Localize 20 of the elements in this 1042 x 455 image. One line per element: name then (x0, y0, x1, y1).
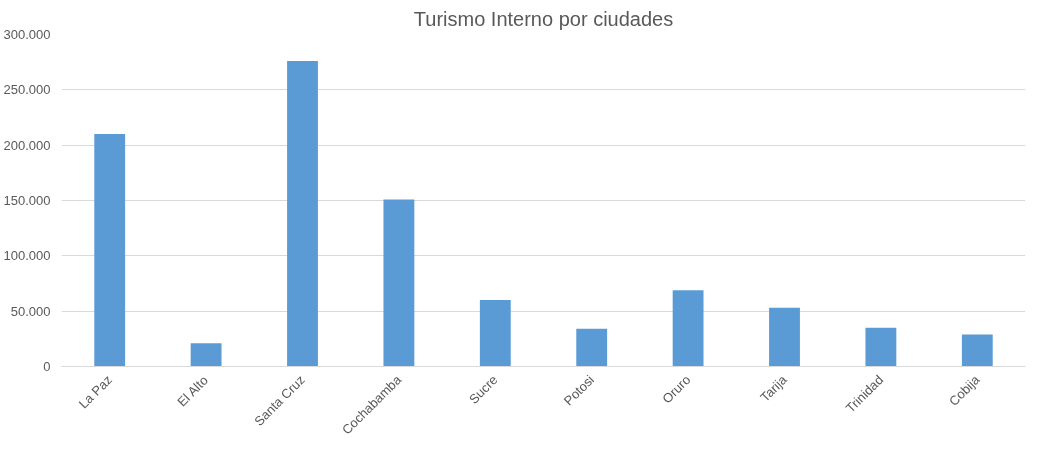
x-tick-label: La Paz (75, 372, 116, 412)
bar (479, 300, 511, 367)
y-tick-label: 150.000 (3, 193, 51, 208)
y-tick-label: 100.000 (3, 248, 51, 264)
bar (769, 307, 800, 367)
bar (287, 61, 318, 367)
y-tick-label: 300.000 (3, 27, 51, 42)
y-tick-label: 250.000 (3, 82, 51, 98)
x-tick-label: El Alto (174, 372, 211, 410)
y-tick-label: 200.000 (3, 137, 51, 153)
bar (94, 134, 126, 367)
y-tick-label: 0 (43, 359, 51, 374)
bar (865, 327, 897, 367)
bar (961, 334, 993, 367)
bar (576, 328, 608, 367)
bar (190, 343, 222, 367)
y-tick-label: 50.000 (10, 303, 51, 319)
bar (383, 199, 415, 367)
bar (672, 290, 704, 367)
chart-title: Turismo Interno por ciudades (413, 7, 674, 30)
